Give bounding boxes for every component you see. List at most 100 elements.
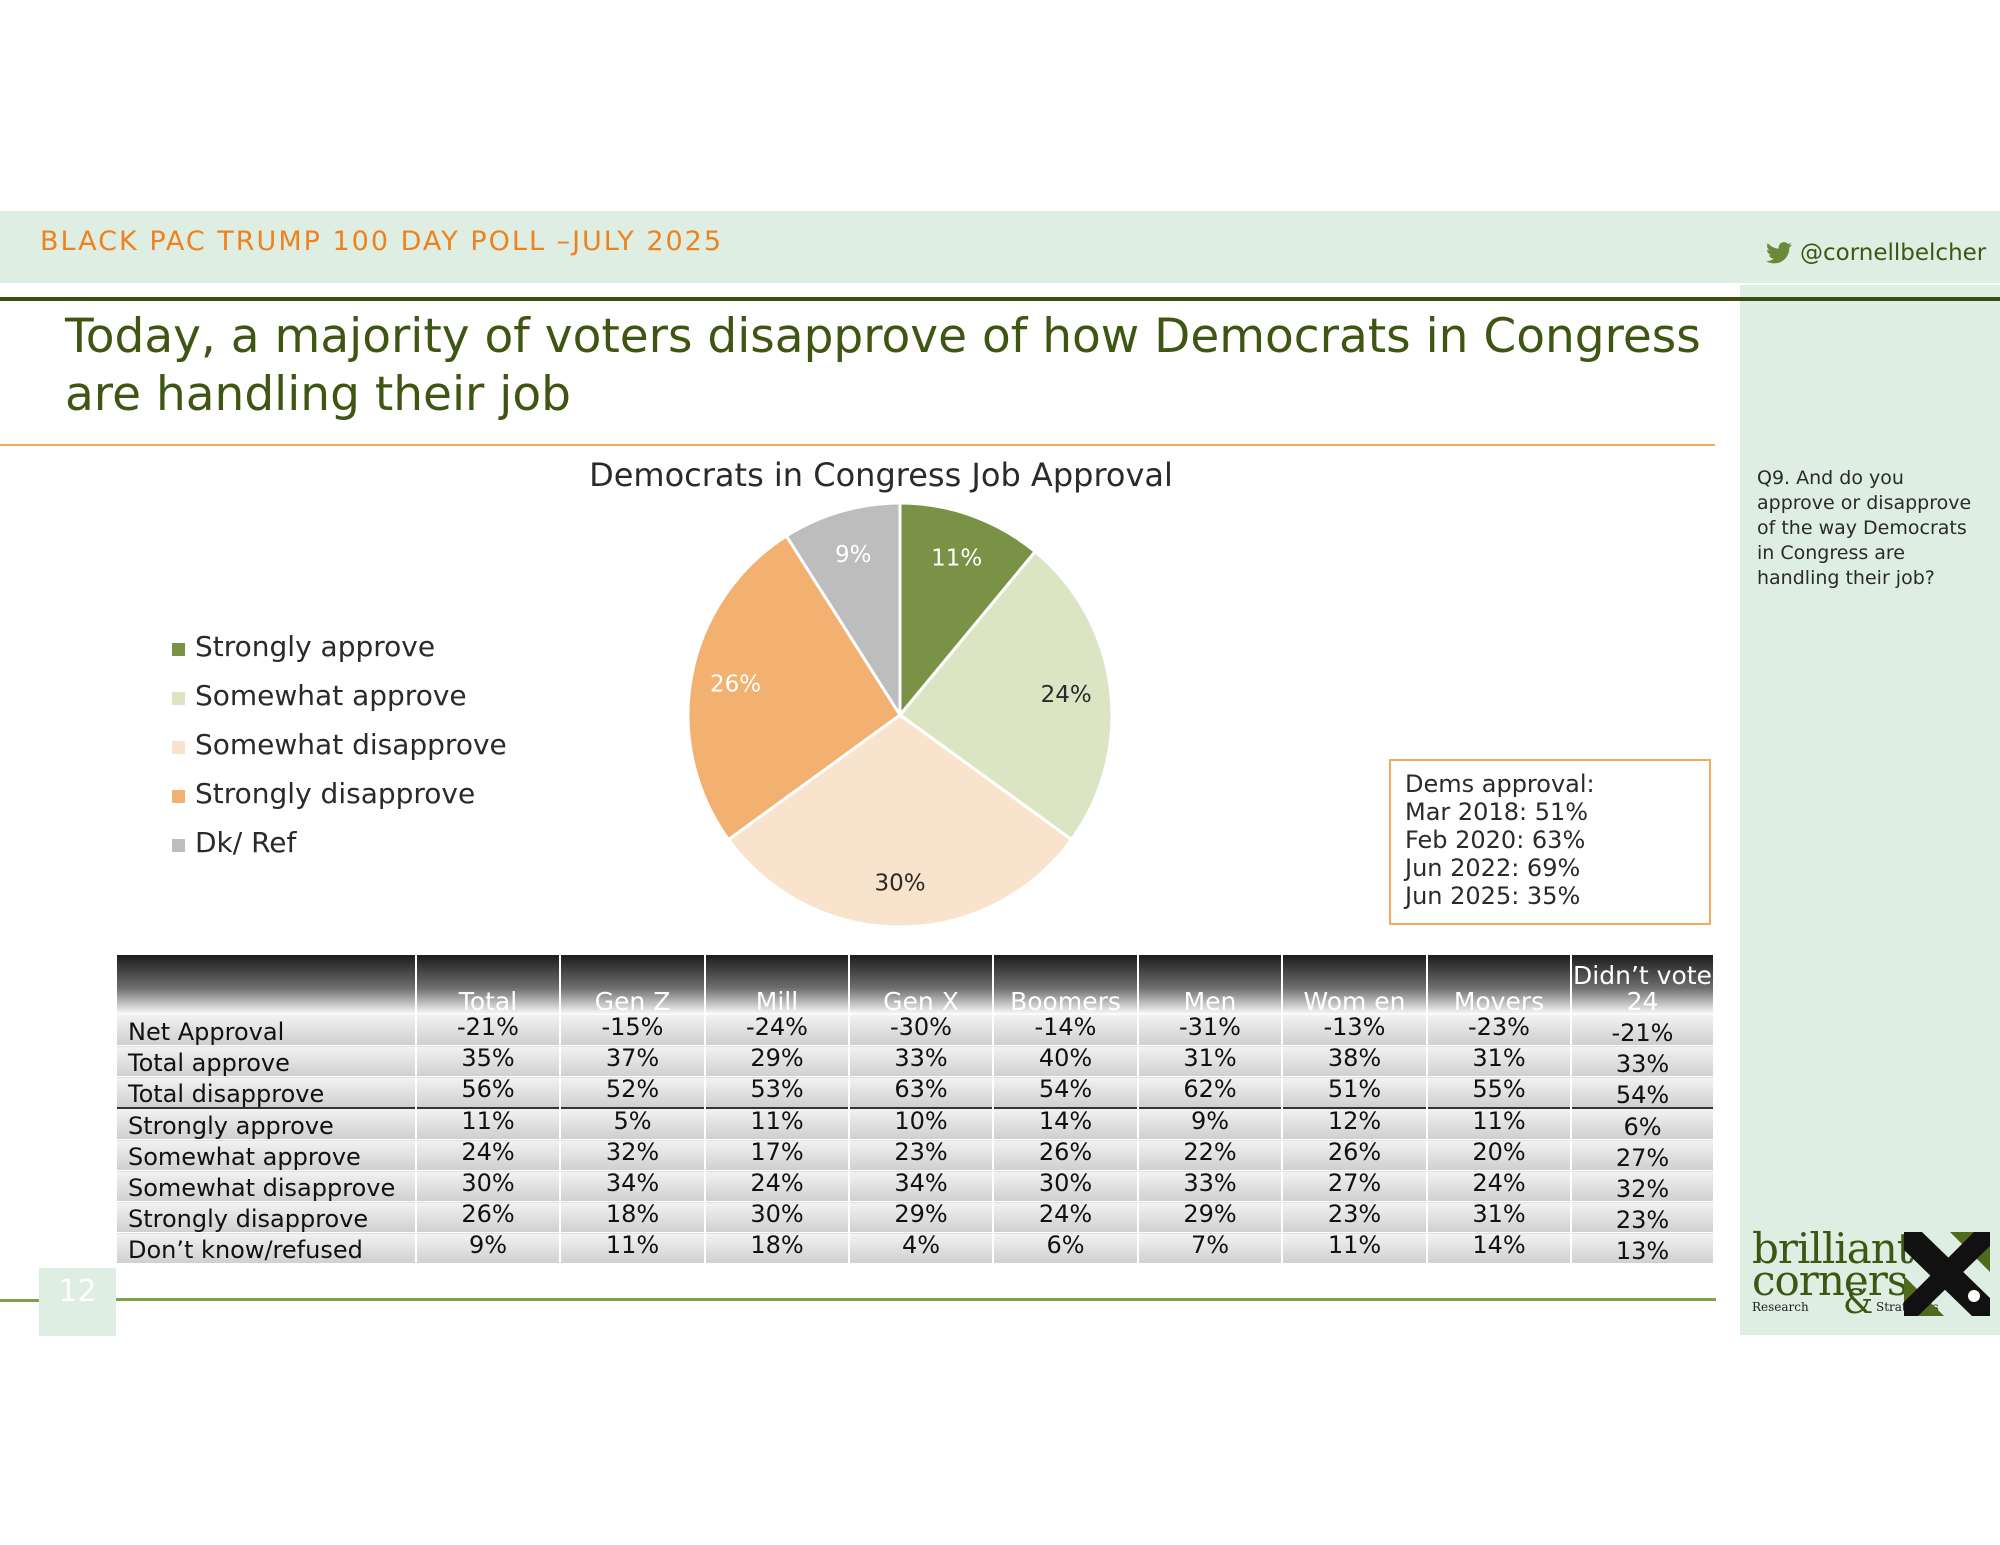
table-cell: -31% [1138,1015,1283,1046]
table-cell: 33% [849,1045,994,1077]
table-header-row: Total Gen Z Mill Gen X Boomers Men Wom e… [117,955,1715,1015]
table-cell: 34% [849,1170,994,1202]
table-cell: 54% [993,1076,1139,1109]
table-cell: 52% [560,1076,706,1109]
table-cell: 32% [1571,1170,1715,1202]
pie-slice [897,549,1114,842]
right-sidebar [1740,285,2000,1335]
table-cell: -13% [1282,1015,1428,1046]
table-cell: 34% [560,1170,706,1202]
row-label: Strongly disapprove [117,1201,417,1233]
callout-heading: Dems approval: [1405,770,1595,798]
table-cell: 11% [1282,1232,1428,1264]
table-cell: 26% [416,1201,561,1233]
pie-slice [726,713,1074,929]
legend-item: Dk/ Ref [172,818,507,867]
column-header: Total [416,955,561,1015]
table-row: Total approve 35% 37% 29% 33% 40% 31% 38% 31% 33% [117,1045,1715,1077]
table-cell: 27% [1282,1170,1428,1202]
table-row: Strongly disapprove 26% 18% 30% 29% 24% 29% 23%… [117,1201,1715,1233]
table-cell: 31% [1138,1045,1283,1077]
table-cell: 53% [705,1076,850,1109]
page-number-box [39,1268,116,1336]
table-cell: 23% [849,1139,994,1171]
table-cell: 37% [560,1045,706,1077]
callout-line: Jun 2025: 35% [1405,882,1581,910]
row-label: Strongly approve [117,1107,417,1140]
legend-swatch [172,741,185,754]
table-cell: 23% [1282,1201,1428,1233]
slide-title: Today, a majority of voters disapprove o… [65,309,1701,422]
table-cell: 32% [560,1139,706,1171]
pie-chart: 11% 24% 30% 26% 9% [686,501,1114,929]
table-cell: 14% [993,1107,1139,1140]
column-header: Didn’t vote 24 [1571,955,1715,1015]
brilliant-corners-logo: brilliant corners Research & Strategies [1750,1224,1990,1322]
logo-word-corners: corners [1752,1256,1908,1305]
table-cell: 22% [1138,1139,1283,1171]
legend-label: Strongly approve [195,630,436,663]
table-cell: 26% [1282,1139,1428,1171]
legend-label: Strongly disapprove [195,777,476,810]
table-cell: 30% [416,1170,561,1202]
table-cell: 5% [560,1107,706,1140]
pie-data-label: 24% [1041,682,1092,708]
table-cell: 11% [705,1107,850,1140]
table-cell: 27% [1571,1139,1715,1171]
column-header: Gen Z [560,955,706,1015]
header-band [0,211,2000,283]
row-label: Don’t know/refused [117,1232,417,1264]
table-cell: -30% [849,1015,994,1046]
footer-rule [116,1298,1716,1301]
table-cell: 30% [705,1201,850,1233]
legend-label: Somewhat approve [195,679,467,712]
table-cell: 13% [1571,1232,1715,1264]
table-cell: 18% [560,1201,706,1233]
header-rule [0,297,2000,301]
table-cell: -14% [993,1015,1139,1046]
table-cell: 29% [849,1201,994,1233]
table-cell: 51% [1282,1076,1428,1109]
row-label: Somewhat approve [117,1139,417,1171]
table-cell: 23% [1571,1201,1715,1233]
chart-title: Democrats in Congress Job Approval [589,456,1173,494]
table-row: Strongly approve 11% 5% 11% 10% 14% 9% 12% 11% 6% [117,1107,1715,1140]
column-header: Movers [1427,955,1572,1015]
column-header: Gen X [849,955,994,1015]
table-cell: 29% [1138,1201,1283,1233]
table-cell: 24% [993,1201,1139,1233]
table-cell: 38% [1282,1045,1428,1077]
table-cell: 31% [1427,1201,1572,1233]
table-cell: 24% [705,1170,850,1202]
callout-line: Feb 2020: 63% [1405,826,1586,854]
table-cell: -23% [1427,1015,1572,1046]
table-cell: 9% [416,1232,561,1264]
table-cell: 11% [1427,1107,1572,1140]
pie-data-label: 30% [874,871,925,897]
logo-x-mark-icon [1904,1232,1990,1316]
pie-data-label: 9% [835,542,872,568]
pie-slice [686,533,903,842]
column-header [117,955,417,1015]
callout-line: Jun 2022: 69% [1405,854,1581,882]
table-cell: 55% [1427,1076,1572,1109]
column-header: Boomers [993,955,1139,1015]
table-cell: 9% [1138,1107,1283,1140]
table-row: Total disapprove 56% 52% 53% 63% 54% 62% 51% 55%… [117,1076,1715,1109]
chart-legend: Strongly approve Somewhat approve Somewh… [172,622,507,867]
table-row: Somewhat approve 24% 32% 17% 23% 26% 22% 26% 20%… [117,1139,1715,1171]
poll-name: BLACK PAC TRUMP 100 DAY POLL –JULY 2025 [40,226,724,257]
table-cell: 6% [993,1232,1139,1264]
table-row: Somewhat disapprove 30% 34% 24% 34% 30% 33% 27%… [117,1170,1715,1202]
twitter-handle[interactable]: @cornellbelcher [1766,240,1986,266]
column-header: Mill [705,955,850,1015]
table-cell: 17% [705,1139,850,1171]
table-cell: -15% [560,1015,706,1046]
pie-data-label: 26% [710,672,761,698]
legend-item: Somewhat disapprove [172,720,507,769]
legend-swatch [172,839,185,852]
table-cell: 30% [993,1170,1139,1202]
legend-label: Dk/ Ref [195,826,297,859]
legend-swatch [172,692,185,705]
footer-rule-left [0,1299,39,1302]
